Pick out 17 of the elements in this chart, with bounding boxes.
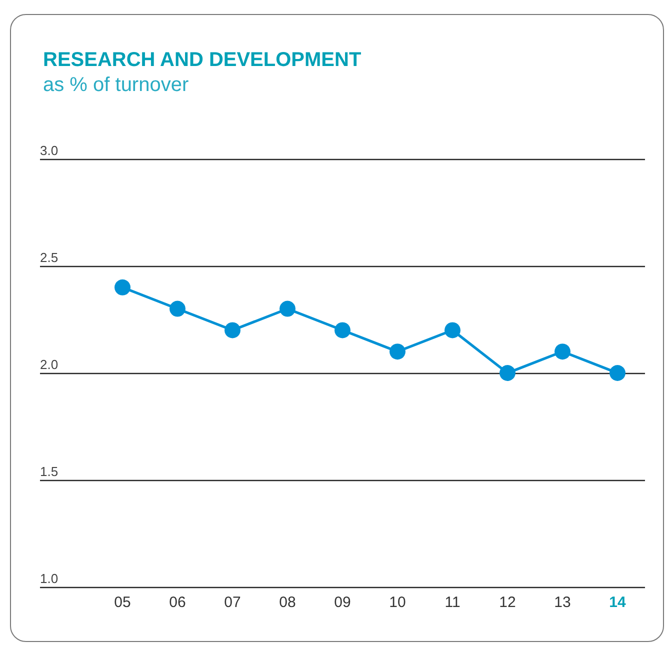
x-tick-label: 11 <box>444 594 460 611</box>
x-tick-label: 09 <box>334 594 351 611</box>
y-tick-label: 1.5 <box>40 464 58 479</box>
chart-title: RESEARCH AND DEVELOPMENT <box>43 49 362 71</box>
x-tick-label: 08 <box>279 594 296 611</box>
chart-subtitle: as % of turnover <box>43 74 189 96</box>
x-tick-label: 07 <box>224 594 241 611</box>
x-tick-label: 13 <box>554 594 571 611</box>
x-tick-label: 14 <box>609 594 626 611</box>
y-tick-label: 2.0 <box>40 357 58 372</box>
y-tick-label: 1.0 <box>40 571 58 586</box>
x-tick-label: 12 <box>499 594 516 611</box>
y-tick-label: 2.5 <box>40 250 58 265</box>
x-tick-label: 10 <box>389 594 406 611</box>
x-tick-label: 05 <box>114 594 131 611</box>
y-tick-label: 3.0 <box>40 143 58 158</box>
x-tick-label: 06 <box>169 594 186 611</box>
